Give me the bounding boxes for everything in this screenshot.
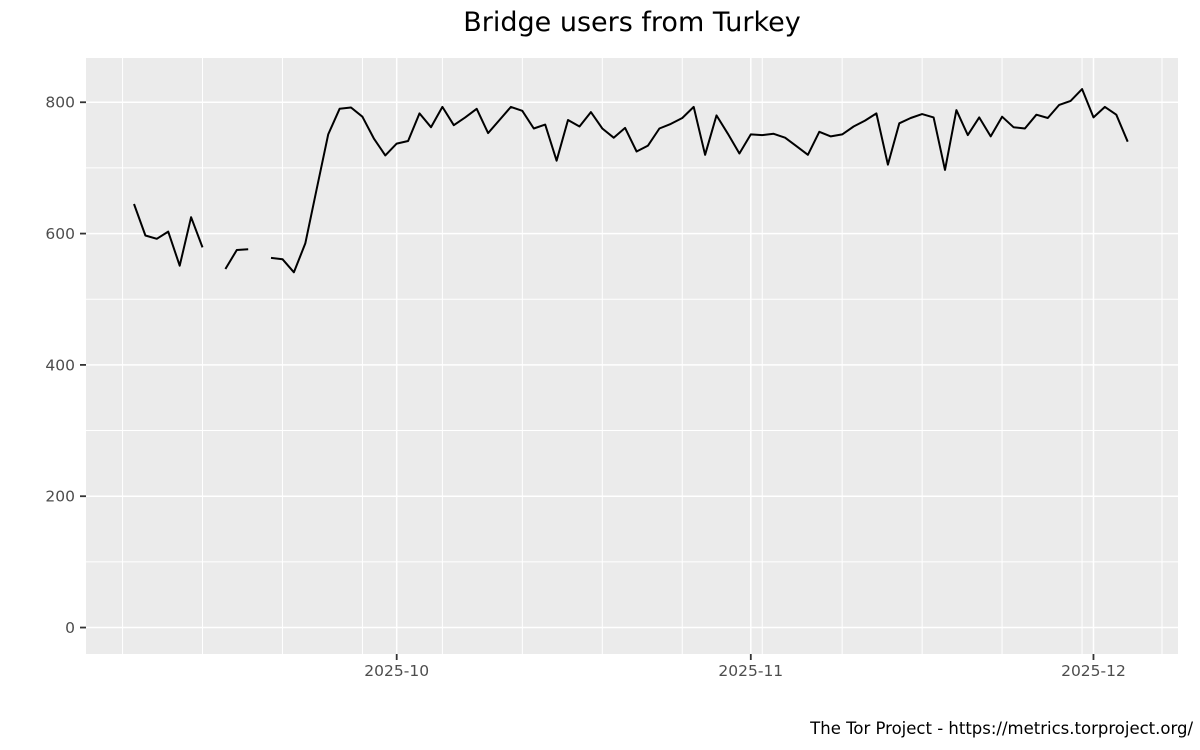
chart-caption: The Tor Project - https://metrics.torpro… <box>810 719 1193 738</box>
y-tick-label: 600 <box>45 225 75 243</box>
y-tick-label: 200 <box>45 488 75 506</box>
data-line <box>133 88 1129 274</box>
x-tick-label: 2025-10 <box>364 662 429 680</box>
chart-title: Bridge users from Turkey <box>463 7 801 38</box>
y-tick-label: 800 <box>45 94 75 112</box>
x-tick-label: 2025-12 <box>1061 662 1126 680</box>
y-tick-label: 400 <box>45 356 75 374</box>
x-tick-label: 2025-11 <box>718 662 783 680</box>
plot-panel <box>86 58 1178 654</box>
y-tick-label: 0 <box>65 619 75 637</box>
